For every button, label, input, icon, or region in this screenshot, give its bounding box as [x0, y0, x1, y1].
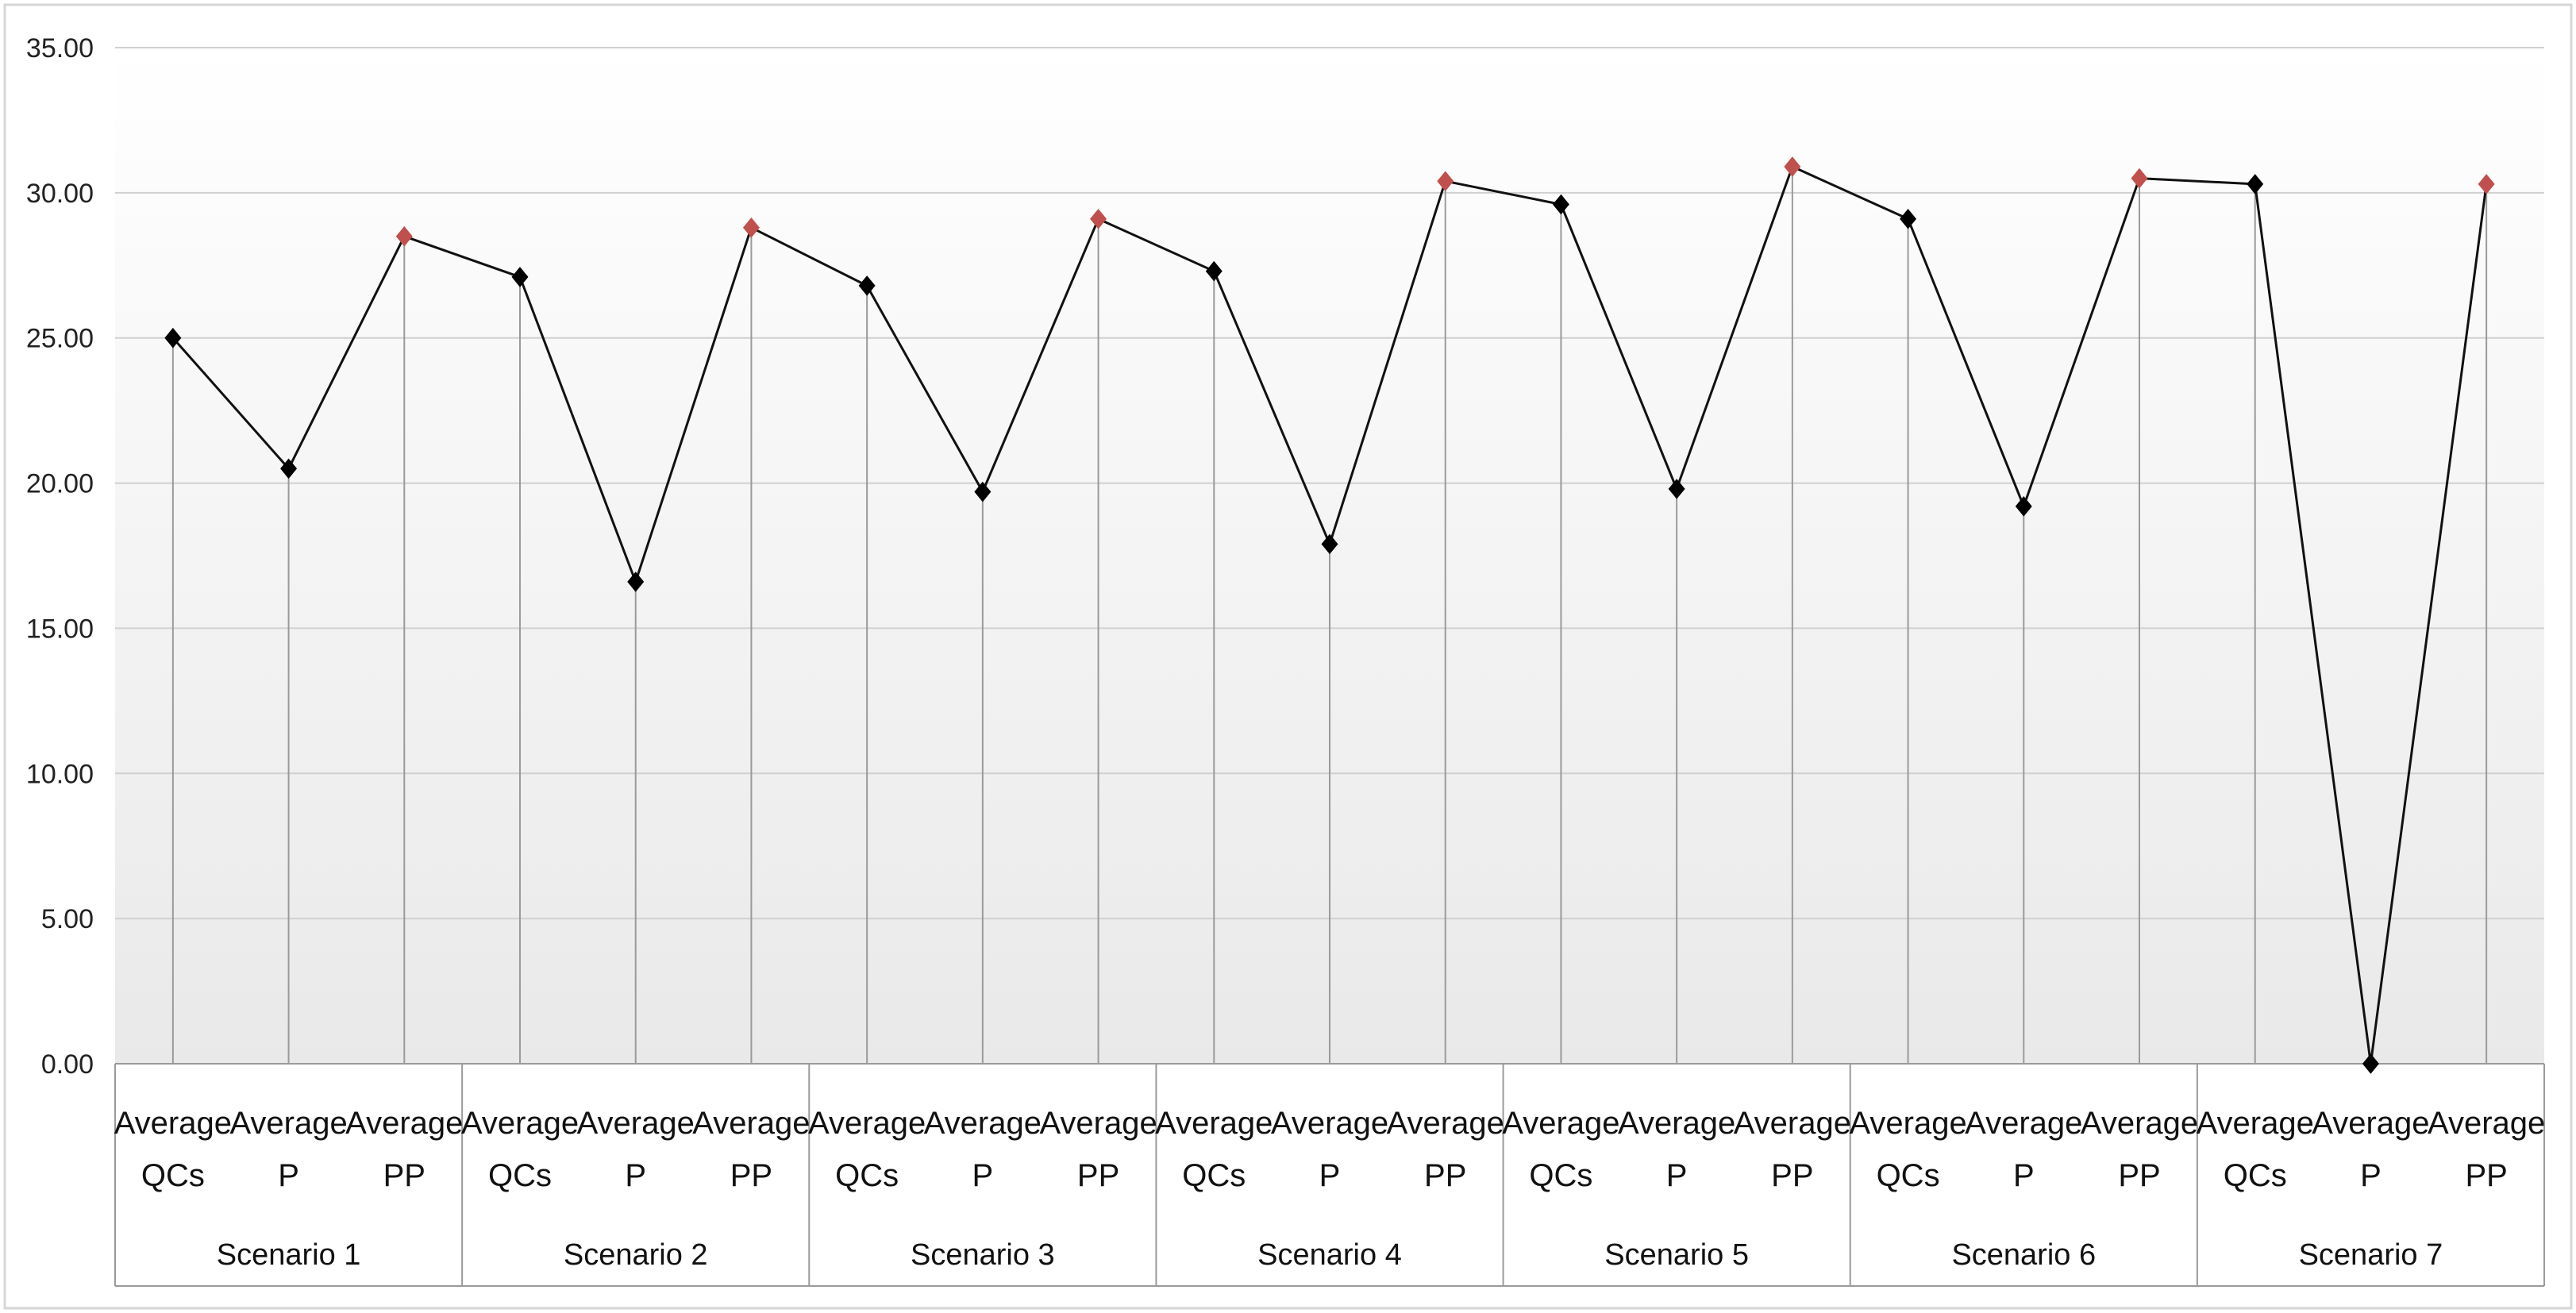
x-tick-label-line1: Average: [2428, 1106, 2545, 1141]
data-point-pp: [1437, 171, 1454, 192]
data-point: [1668, 479, 1685, 499]
x-tick-label-line2: P: [2013, 1158, 2035, 1193]
x-tick-label-line2: PP: [1424, 1158, 1466, 1193]
x-tick-label-line1: Average: [2197, 1106, 2314, 1141]
y-tick-label: 0.00: [41, 1049, 94, 1080]
y-axis: 0.00 5.00 10.00 15.00 20.00 25.00 30.00 35.00: [26, 33, 94, 1080]
data-point: [974, 481, 992, 502]
x-tick-label-line2: QCs: [1877, 1158, 1940, 1193]
y-tick-label: 25.00: [26, 324, 94, 354]
data-point: [164, 327, 182, 348]
x-tick-label-line2: PP: [730, 1158, 772, 1193]
data-point-pp: [2478, 174, 2495, 194]
data-point: [2362, 1053, 2379, 1074]
x-tick-label-line2: PP: [1771, 1158, 1813, 1193]
x-tick-label-line1: Average: [1965, 1106, 2082, 1141]
x-tick-label-line2: P: [625, 1158, 646, 1193]
group-label: Scenario 3: [911, 1238, 1055, 1272]
group-label: Scenario 7: [2299, 1238, 2443, 1272]
data-point-pp: [1784, 156, 1801, 177]
data-point-pp: [395, 225, 413, 247]
data-point: [511, 267, 529, 287]
x-tick-label-line1: Average: [2081, 1106, 2198, 1141]
data-point: [2015, 496, 2032, 517]
y-tick-label: 30.00: [26, 179, 94, 209]
x-tick-label-line1: Average: [1271, 1106, 1388, 1141]
x-tick-label-line2: P: [1666, 1158, 1688, 1193]
group-label: Scenario 5: [1604, 1238, 1749, 1272]
x-tick-label-line2: P: [278, 1158, 299, 1193]
x-tick-label-line1: Average: [1387, 1106, 1504, 1141]
x-tick-label-line2: QCs: [2224, 1158, 2287, 1193]
x-tick-label-line1: Average: [808, 1106, 926, 1141]
data-point: [627, 572, 645, 592]
x-tick-label-line1: Average: [345, 1106, 463, 1141]
x-tick-label-line1: Average: [1502, 1106, 1619, 1141]
x-tick-label-line1: Average: [2312, 1106, 2429, 1141]
data-point: [1205, 260, 1223, 282]
data-point: [1900, 208, 1917, 229]
y-tick-label: 20.00: [26, 469, 94, 499]
group-label: Scenario 4: [1257, 1238, 1402, 1272]
x-tick-label-line2: PP: [2465, 1158, 2507, 1193]
x-tick-label-line2: PP: [2118, 1158, 2160, 1193]
y-tick-label: 5.00: [41, 904, 94, 934]
data-point-pp: [742, 217, 760, 238]
x-tick-label-line1: Average: [1039, 1106, 1157, 1141]
data-point-pp: [1090, 208, 1107, 229]
group-label: Scenario 1: [217, 1238, 361, 1272]
x-tick-label-line1: Average: [577, 1106, 695, 1141]
x-tick-label-line1: Average: [1155, 1106, 1273, 1141]
data-point: [858, 275, 876, 296]
group-label: Scenario 6: [1951, 1238, 2096, 1272]
x-tick-label-line1: Average: [114, 1106, 232, 1141]
data-point-pp: [2131, 167, 2148, 189]
data-point: [2247, 174, 2264, 194]
drop-lines: [171, 166, 2488, 1064]
y-tick-label: 35.00: [26, 33, 94, 64]
x-tick-label-line1: Average: [1618, 1106, 1735, 1141]
x-tick-label-line1: Average: [924, 1106, 1042, 1141]
x-tick-label-line2: P: [1319, 1158, 1341, 1193]
x-tick-label-line2: P: [2360, 1158, 2382, 1193]
x-tick-label-line1: Average: [692, 1106, 810, 1141]
data-point: [1552, 194, 1569, 215]
x-tick-label-line2: QCs: [141, 1158, 205, 1193]
x-tick-label-line2: QCs: [488, 1158, 552, 1193]
series-markers: [164, 156, 2495, 1074]
x-tick-label-line1: Average: [229, 1106, 347, 1141]
x-tick-label-line1: Average: [461, 1106, 579, 1141]
x-tick-label-line2: P: [972, 1158, 994, 1193]
x-tick-label-line1: Average: [1849, 1106, 1966, 1141]
x-tick-label-line2: PP: [383, 1158, 425, 1193]
x-axis: AverageQCsAveragePAveragePPAverageQCsAve…: [114, 1063, 2545, 1287]
x-tick-label-line2: QCs: [1529, 1158, 1592, 1193]
y-tick-label: 10.00: [26, 759, 94, 789]
x-tick-label-line2: QCs: [835, 1158, 899, 1193]
x-tick-label-line1: Average: [1734, 1106, 1851, 1141]
group-label: Scenario 2: [564, 1238, 708, 1272]
data-point: [1321, 533, 1338, 555]
y-tick-label: 15.00: [26, 614, 94, 644]
data-point: [280, 458, 298, 479]
x-tick-label-line2: QCs: [1182, 1158, 1246, 1193]
x-tick-label-line2: PP: [1077, 1158, 1119, 1193]
